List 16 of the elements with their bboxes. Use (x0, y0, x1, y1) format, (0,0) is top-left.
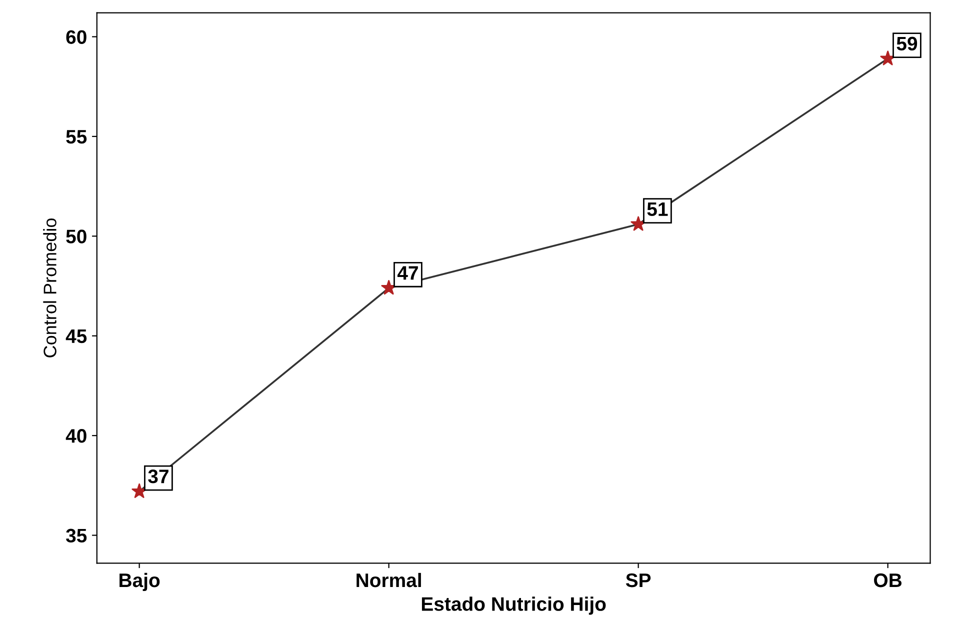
data-label: 51 (647, 202, 668, 216)
y-tick-label: 50 (66, 230, 86, 244)
x-tick-label: OB (874, 573, 902, 588)
x-tick-label: Normal (356, 572, 421, 588)
y-tick-label: 45 (66, 330, 87, 344)
y-tick-label: 55 (66, 130, 87, 144)
data-label: 47 (397, 266, 418, 280)
x-axis-title: Estado Nutricio Hijo (422, 596, 606, 615)
x-tick-label: Bajo (120, 572, 160, 592)
y-tick-label: 60 (66, 30, 86, 44)
y-tick-label: 40 (66, 429, 86, 443)
x-tick-label: SP (626, 573, 651, 588)
data-label: 59 (896, 36, 918, 51)
data-label: 37 (148, 470, 168, 484)
y-axis-title: Control Promedio (43, 218, 56, 358)
y-tick-label: 35 (66, 528, 87, 543)
